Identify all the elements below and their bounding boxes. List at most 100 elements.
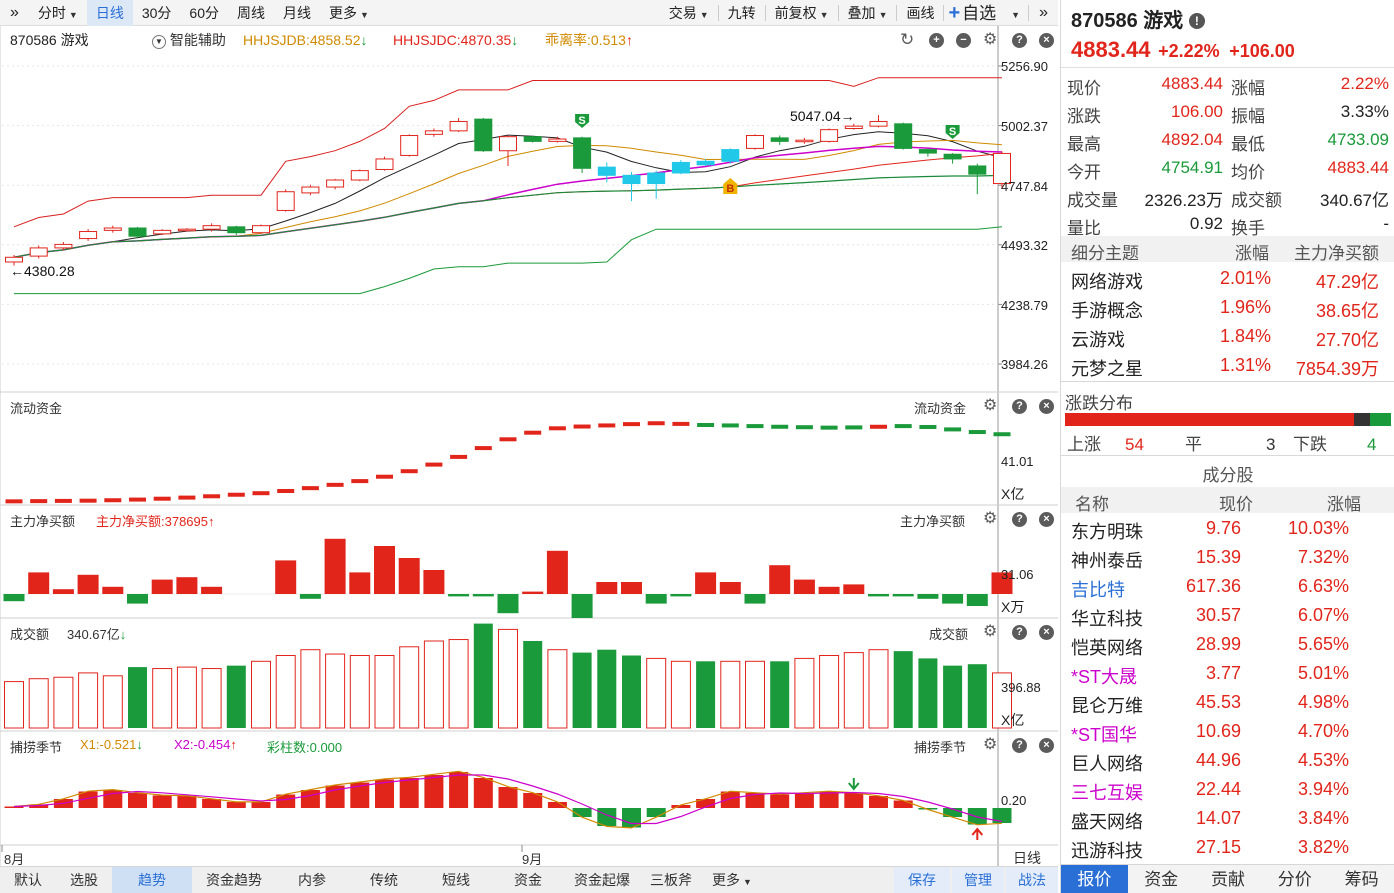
help-icon[interactable]: ? [1012,399,1027,414]
tab-fund[interactable]: 资金 [1144,870,1179,889]
tab-three-axes[interactable]: 三板斧 [650,872,692,888]
component-name: 昆仑万维 [1071,696,1143,716]
close-icon[interactable]: × [1039,625,1054,640]
volume-bar [943,665,963,728]
gear-icon[interactable]: ⚙ [983,736,998,753]
component-pct: 5.65% [1297,634,1349,654]
dist-flat-segment [1353,413,1370,426]
candle-body [844,125,863,129]
tab-period-monthly[interactable]: 月线 [274,0,320,26]
manage-button[interactable]: 管理 [952,867,1004,893]
header-pct: 涨幅 [1327,495,1361,514]
tab-fund-trend[interactable]: 资金趋势 [206,872,262,888]
close-icon[interactable]: × [1039,399,1054,414]
upper-channel-line [13,77,1002,228]
liudong-bar [425,462,443,467]
theme-row[interactable]: 元梦之星 1.31% 7854.39万 [1061,352,1394,381]
tab-insider[interactable]: 内参 [298,872,326,888]
tab-chips[interactable]: 筹码 [1344,870,1379,889]
strategy-button[interactable]: 战法 [1006,867,1058,893]
tab-fund-burst[interactable]: 资金起爆 [574,872,630,888]
watchlist-dropdown[interactable]: ▼ [1000,0,1028,26]
zoom-in-icon[interactable]: + [929,33,944,48]
theme-row[interactable]: 网络游戏 2.01% 47.29亿 [1061,265,1394,294]
tab-period-30min[interactable]: 30分 [133,0,181,26]
trade-button[interactable]: 交易 ▼ [660,0,718,26]
candle-body [252,225,270,234]
component-row[interactable]: 吉比特 617.36 6.63% [1061,573,1394,602]
theme-row[interactable]: 云游戏 1.84% 27.70亿 [1061,323,1394,352]
collapse-left-icon[interactable]: » [10,3,19,21]
candle-body [227,226,246,234]
close-icon[interactable]: × [1039,512,1054,527]
gear-icon[interactable]: ⚙ [983,510,998,527]
tab-fund[interactable]: 资金 [514,872,542,888]
component-row[interactable]: 巨人网络 44.96 4.53% [1061,747,1394,776]
overlay-button[interactable]: 叠加 ▼ [839,0,897,26]
component-row[interactable]: 恺英网络 28.99 5.65% [1061,631,1394,660]
tab-default[interactable]: 默认 [14,872,42,888]
bulao-bar [745,793,765,808]
bulao-bar [276,794,296,808]
zoom-out-icon[interactable]: − [956,33,971,48]
component-row[interactable]: 昆仑万维 45.53 4.98% [1061,689,1394,718]
add-watchlist-button[interactable]: + 自选 [944,0,1000,26]
bulao-x1: X1:-0.521↓ [80,737,143,752]
tab-trend[interactable]: 趋势 [112,867,192,893]
liudong-bar [499,437,517,442]
y-tick-label: 0.20 [1001,793,1027,808]
help-icon[interactable]: ? [1012,33,1027,48]
component-row[interactable]: 神州泰岳 15.39 7.32% [1061,544,1394,573]
component-row[interactable]: 华立科技 30.57 6.07% [1061,602,1394,631]
liudong-bar [968,430,986,435]
draw-button[interactable]: 画线 [897,0,943,26]
tab-period-60min[interactable]: 60分 [180,0,228,26]
tab-period-fenshi[interactable]: 分时 ▼ [29,0,87,26]
component-row[interactable]: 东方明珠 9.76 10.03% [1061,515,1394,544]
theme-row[interactable]: 手游概念 1.96% 38.65亿 [1061,294,1394,323]
refresh-icon[interactable]: ↻ [900,30,915,49]
component-row[interactable]: *ST国华 10.69 4.70% [1061,718,1394,747]
tab-quote[interactable]: 报价 [1061,865,1128,893]
component-row[interactable]: 盛天网络 14.07 3.84% [1061,805,1394,834]
hhjsjdc-value: HHJSJDC:4870.35↓ [393,28,518,52]
liudong-bar [5,499,23,504]
down-count: 下跌 4 [1293,430,1376,455]
help-icon[interactable]: ? [1012,738,1027,753]
quote-key: 均价 [1231,163,1265,182]
help-icon[interactable]: ? [1012,625,1027,640]
volume-bar [128,667,147,728]
tab-traditional[interactable]: 传统 [370,872,398,888]
gear-icon[interactable]: ⚙ [983,31,998,48]
component-row[interactable]: 三七互娱 22.44 3.94% [1061,776,1394,805]
tab-more[interactable]: 更多 ▼ [702,867,762,893]
info-icon[interactable]: ! [1188,13,1205,29]
gear-icon[interactable]: ⚙ [983,397,998,414]
quote-key: 量比 [1067,219,1101,238]
gear-icon[interactable]: ⚙ [983,623,998,640]
zhuli-bar [176,577,198,594]
tab-period-daily[interactable]: 日线 [86,0,133,26]
close-icon[interactable]: × [1039,33,1054,48]
save-button[interactable]: 保存 [894,867,950,893]
expand-right-icon[interactable]: » [1039,3,1048,21]
tab-period-weekly[interactable]: 周线 [228,0,274,26]
jiuzhuan-button[interactable]: 九转 [719,0,765,26]
smart-assist-toggle[interactable]: ▼ 智能辅助 [152,28,226,52]
tab-period-more[interactable]: 更多 ▼ [320,0,378,26]
tab-select-stock[interactable]: 选股 [70,872,98,888]
tab-price-dist[interactable]: 分价 [1277,870,1312,889]
tab-short-term[interactable]: 短线 [442,872,470,888]
tab-contribution[interactable]: 贡献 [1210,870,1245,889]
help-icon[interactable]: ? [1012,512,1027,527]
header-name: 细分主题 [1071,244,1139,263]
component-row[interactable]: 迅游科技 27.15 3.82% [1061,834,1394,863]
component-row[interactable]: *ST大晟 3.77 5.01% [1061,660,1394,689]
bulao-bar [498,787,518,808]
bulao-bar [547,802,567,808]
quote-row: 涨跌 106.00 振幅 3.33% [1061,98,1394,126]
kline-chart-svg[interactable]: S S B [0,0,1058,866]
close-icon[interactable]: × [1039,738,1054,753]
adjust-button[interactable]: 前复权 ▼ [766,0,838,26]
arrow-up-icon: ↑ [230,737,237,752]
